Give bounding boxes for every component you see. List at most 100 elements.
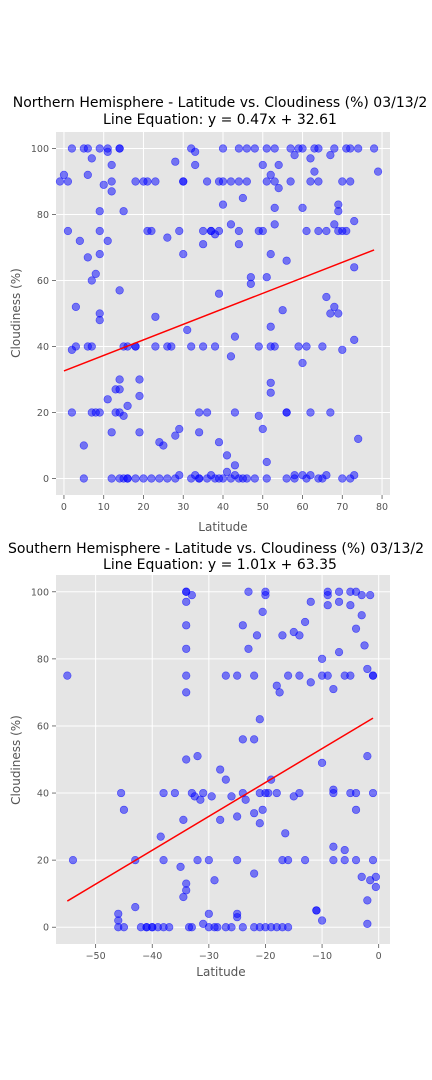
north-data-point xyxy=(147,474,156,483)
north-data-point xyxy=(167,342,176,351)
south-data-point xyxy=(182,671,191,680)
south-data-point xyxy=(261,591,270,600)
south-x-axis-label: Latitude xyxy=(196,965,245,979)
south-data-point xyxy=(187,591,196,600)
north-data-point xyxy=(338,474,347,483)
north-x-tick-label: 10 xyxy=(98,502,110,513)
north-data-point xyxy=(234,240,244,249)
south-data-point xyxy=(340,845,349,855)
north-data-point xyxy=(306,154,315,163)
north-data-point xyxy=(338,345,347,354)
north-data-point xyxy=(270,203,279,212)
north-data-point xyxy=(234,144,244,153)
south-data-point xyxy=(179,815,188,824)
north-y-tick-label: 0 xyxy=(43,474,49,485)
south-data-point xyxy=(329,684,338,694)
north-data-point xyxy=(123,401,132,411)
north-data-point xyxy=(306,177,315,186)
north-data-point xyxy=(230,408,240,417)
south-data-point xyxy=(363,752,372,761)
north-data-point xyxy=(151,342,160,351)
south-data-point xyxy=(295,671,304,680)
north-data-point xyxy=(246,273,255,282)
north-data-point xyxy=(234,474,244,483)
north-data-point xyxy=(266,250,275,259)
south-data-point xyxy=(281,829,290,838)
north-data-point xyxy=(103,395,112,404)
north-data-point xyxy=(330,220,339,229)
north-data-point xyxy=(234,226,244,236)
south-data-point xyxy=(371,872,380,882)
north-data-point xyxy=(135,428,144,437)
south-data-point xyxy=(204,909,213,918)
south-data-point xyxy=(199,788,208,798)
north-data-point xyxy=(266,170,275,179)
south-data-point xyxy=(363,919,372,928)
north-data-point xyxy=(63,177,73,186)
north-data-point xyxy=(314,144,323,153)
north-data-point xyxy=(214,289,224,298)
south-data-point xyxy=(159,788,168,798)
south-chart: Southern Hemisphere - Latitude vs. Cloud… xyxy=(8,541,424,979)
north-data-point xyxy=(95,207,104,216)
north-data-point xyxy=(151,312,160,321)
north-data-point xyxy=(242,144,251,153)
north-data-point xyxy=(286,177,295,186)
south-data-point xyxy=(284,923,293,932)
north-data-point xyxy=(175,226,184,236)
north-y-tick-label: 100 xyxy=(31,144,49,155)
north-data-point xyxy=(314,226,323,236)
south-data-point xyxy=(278,631,287,640)
south-data-point xyxy=(258,805,267,814)
north-regression-line xyxy=(63,249,375,372)
north-data-point xyxy=(266,322,275,331)
north-data-point xyxy=(350,263,359,272)
south-ticks: −50 −40 −30 −20 −10 0 0 20 40 60 80 100 xyxy=(31,587,382,962)
south-data-point xyxy=(250,671,259,680)
north-data-point xyxy=(266,388,275,397)
north-data-point xyxy=(115,385,124,394)
south-data-point xyxy=(368,856,378,865)
north-data-point xyxy=(350,471,359,480)
north-data-point xyxy=(95,144,104,153)
south-data-point xyxy=(244,644,253,653)
north-data-point xyxy=(147,226,156,236)
south-data-point xyxy=(295,788,304,798)
north-data-point xyxy=(123,474,132,483)
north-data-point xyxy=(131,474,140,483)
south-data-point xyxy=(182,597,191,606)
south-data-point xyxy=(252,631,262,640)
north-chart-subtitle: Line Equation: y = 0.47x + 32.61 xyxy=(103,112,337,128)
south-data-point xyxy=(210,876,219,885)
south-data-point xyxy=(250,923,259,932)
north-data-point xyxy=(298,471,307,480)
north-data-point xyxy=(330,302,339,312)
south-data-point xyxy=(119,923,129,932)
north-data-point xyxy=(218,144,228,153)
north-regression xyxy=(63,249,375,372)
north-y-tick-label: 80 xyxy=(37,210,49,221)
south-data-point xyxy=(182,688,191,697)
south-x-tick-label: −50 xyxy=(86,951,106,962)
north-data-point xyxy=(131,177,140,186)
north-data-point xyxy=(258,160,267,170)
north-data-point xyxy=(91,408,100,417)
north-data-point xyxy=(282,256,291,265)
north-data-point xyxy=(282,474,291,483)
north-data-point xyxy=(67,144,77,153)
north-data-point xyxy=(83,253,92,262)
north-data-point xyxy=(270,220,279,229)
north-data-point xyxy=(262,177,271,186)
north-data-point xyxy=(242,474,251,483)
north-data-point xyxy=(83,170,92,179)
south-data-point xyxy=(255,819,264,828)
north-data-point xyxy=(119,207,128,216)
north-data-point xyxy=(302,342,311,351)
south-y-tick-label: 80 xyxy=(37,654,49,665)
north-data-point xyxy=(55,177,65,186)
south-data-point xyxy=(241,795,250,804)
north-data-point xyxy=(119,411,128,420)
north-data-point xyxy=(107,428,116,437)
south-data-point xyxy=(165,923,174,932)
north-data-point xyxy=(179,177,188,186)
